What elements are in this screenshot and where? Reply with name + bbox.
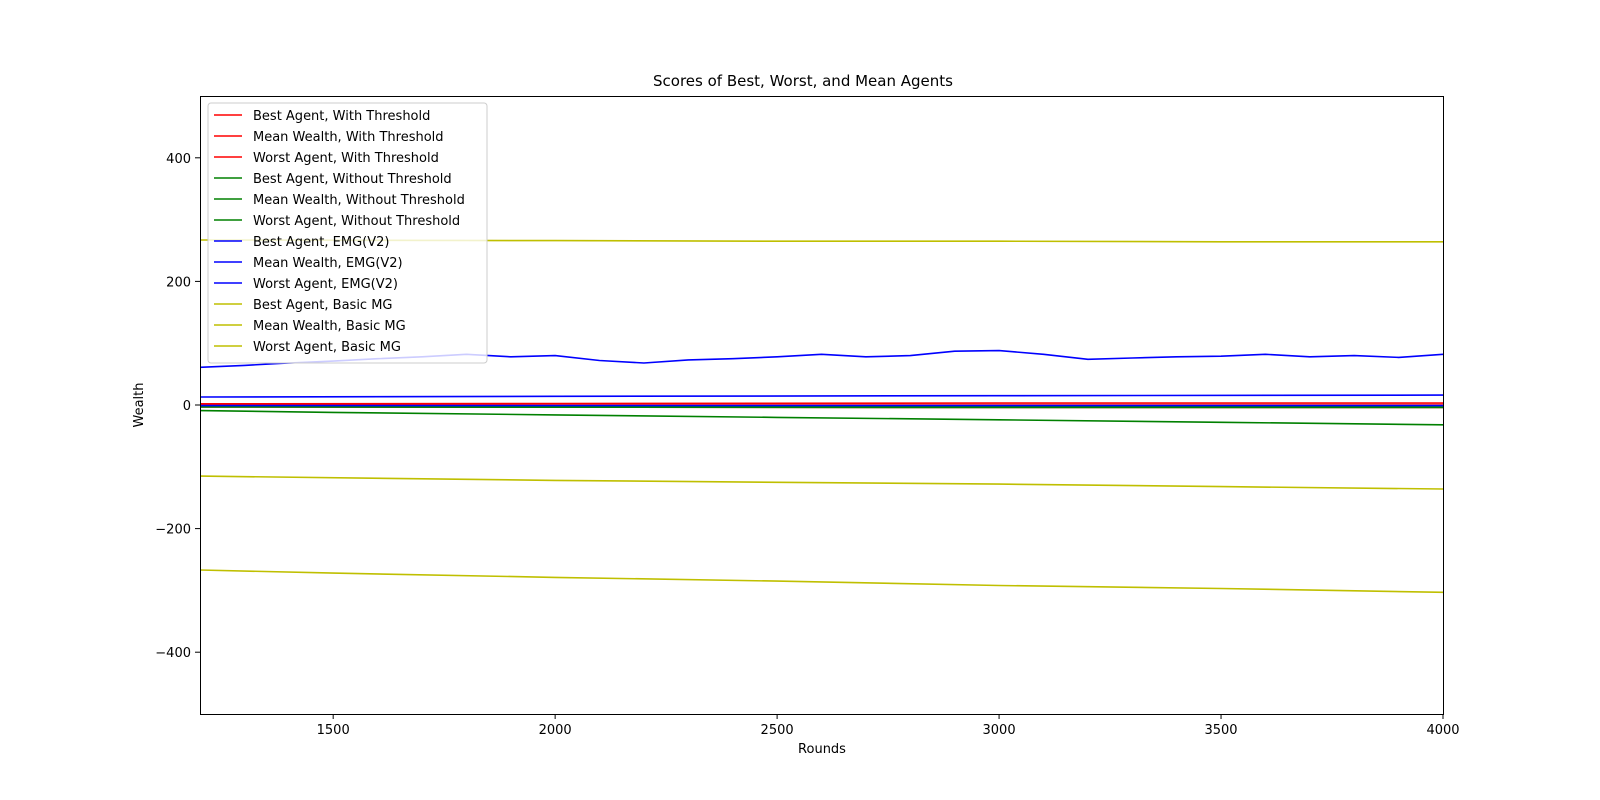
legend-entry: Mean Wealth, Basic MG [253,319,406,334]
series-line-1 [200,402,1443,405]
legend-entry: Best Agent, Basic MG [253,298,393,313]
legend-entry: Mean Wealth, EMG(V2) [253,256,403,271]
chart-title: Scores of Best, Worst, and Mean Agents [653,72,953,90]
x-tick-label: 3500 [1204,723,1237,738]
y-tick-label: −200 [155,523,191,538]
x-tick-label: 3000 [983,723,1016,738]
x-axis-label: Rounds [798,742,846,757]
plot-frame [200,96,1444,715]
y-tick-label: 0 [183,399,191,414]
y-tick-label: 200 [166,275,191,290]
x-tick-label: 2000 [539,723,572,738]
legend-entry: Mean Wealth, With Threshold [253,130,444,145]
series-line-10 [200,239,1443,243]
series-line-11 [200,475,1443,490]
series-layer [200,239,1443,594]
x-tick-label: 1500 [317,723,350,738]
x-axis: 1500 2000 2500 3000 3500 4000 [317,714,1460,738]
legend-entry: Best Agent, Without Threshold [253,172,452,187]
legend-entry: Worst Agent, Basic MG [253,340,401,355]
y-tick-label: 400 [166,152,191,167]
legend-entry: Worst Agent, EMG(V2) [253,277,398,292]
legend-entry: Mean Wealth, Without Threshold [253,193,465,208]
x-tick-label: 4000 [1426,723,1459,738]
series-line-12 [200,569,1443,594]
legend: Best Agent, With Threshold Mean Wealth, W… [207,102,488,364]
legend-entry: Worst Agent, With Threshold [253,151,439,166]
series-line-9 [200,394,1443,398]
legend-box [207,102,488,364]
y-axis-label: Wealth [132,382,147,427]
x-tick-label: 2500 [761,723,794,738]
series-line-5 [200,406,1443,409]
legend-entry: Worst Agent, Without Threshold [253,214,460,229]
legend-entry: Best Agent, With Threshold [253,109,430,124]
y-tick-label: −400 [155,646,191,661]
y-axis: −400 −200 0 200 400 [155,152,200,661]
legend-entry: Best Agent, EMG(V2) [253,235,389,250]
series-line-6 [200,409,1443,426]
